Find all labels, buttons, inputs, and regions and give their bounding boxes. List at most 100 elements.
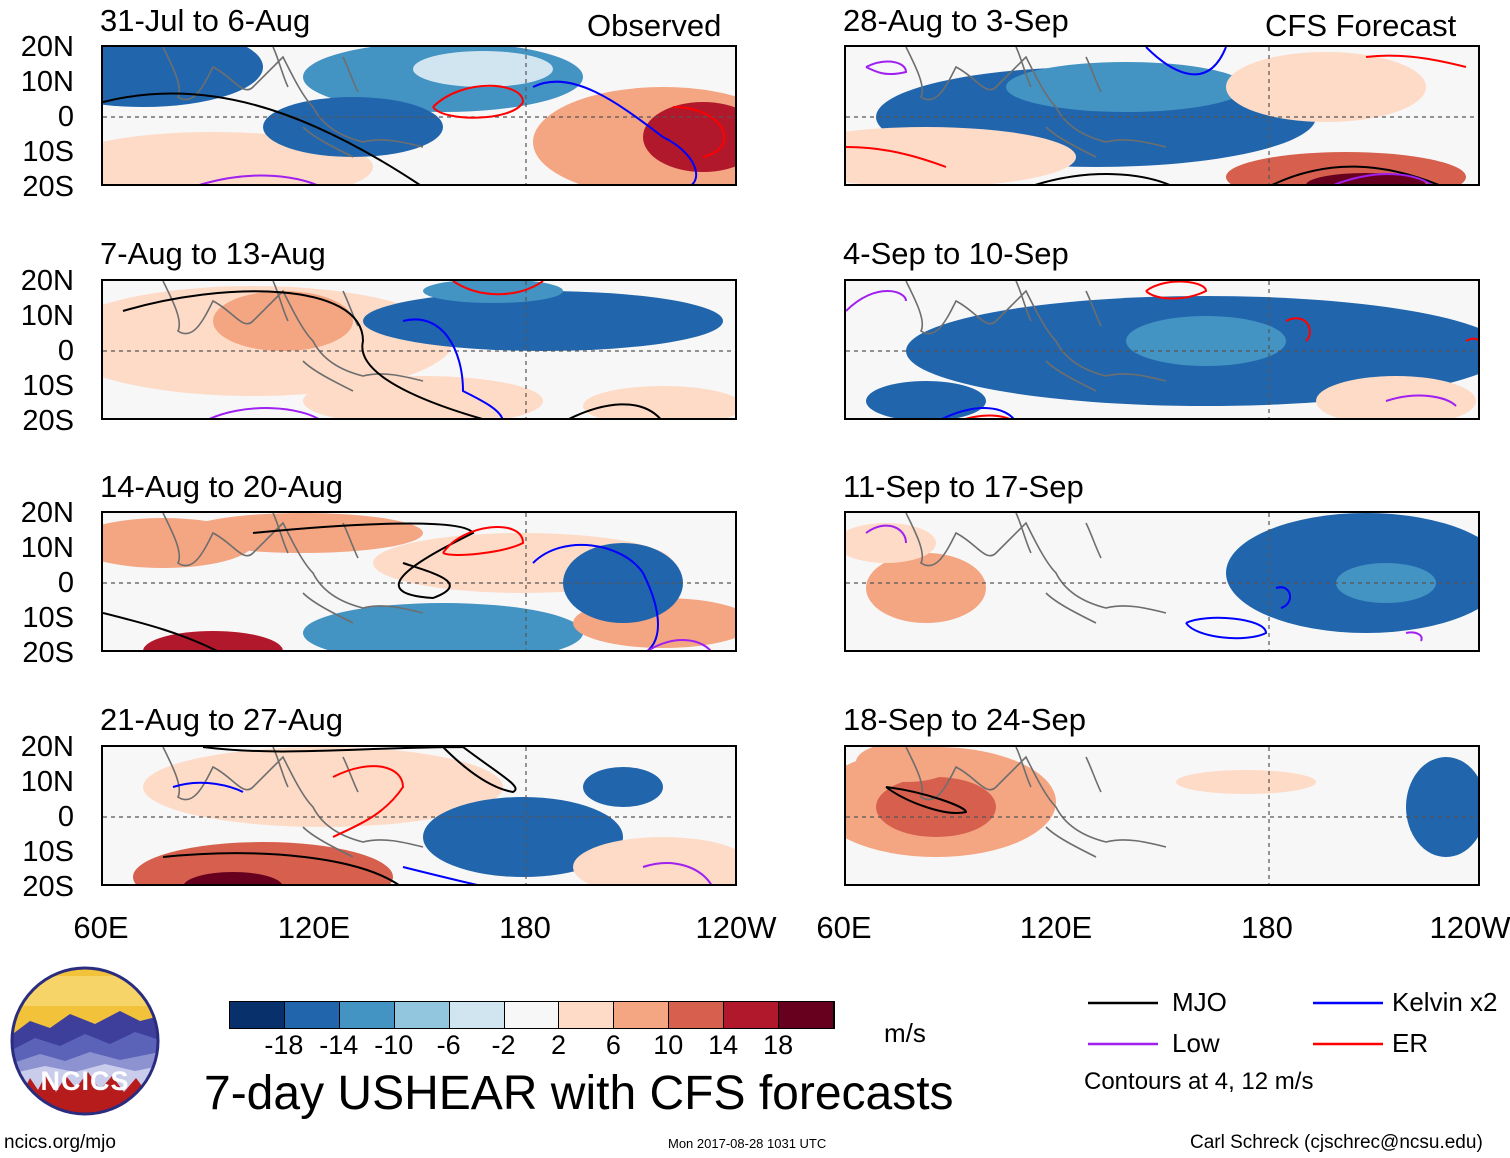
lat-label: 0 — [57, 335, 74, 367]
coastline — [162, 513, 424, 624]
obs-panel-1-title: 31-Jul to 6-Aug — [100, 3, 311, 38]
shear-shading — [846, 523, 936, 563]
low-contour — [1405, 631, 1423, 642]
shear-shading — [1316, 376, 1476, 418]
coastline — [905, 513, 1167, 624]
obs-panel-2-title: 7-Aug to 13-Aug — [100, 236, 326, 271]
forecast-map-panel-3 — [844, 511, 1480, 652]
fcst-panel-3-title: 11-Sep to 17-Sep — [843, 469, 1084, 504]
lat-label: 20N — [20, 31, 74, 63]
colorbar-tick-label: -14 — [319, 1030, 359, 1060]
lat-label: 10N — [20, 766, 74, 798]
shear-shading — [133, 842, 393, 884]
obs-panel-3-title: 14-Aug to 20-Aug — [100, 469, 344, 504]
colorbar-swatch — [669, 1002, 725, 1028]
er-contour — [846, 146, 947, 168]
low-contour — [1385, 394, 1457, 407]
shear-shading — [183, 513, 423, 553]
low-contour — [865, 524, 907, 544]
coastline — [905, 281, 1167, 392]
colorbar — [229, 1001, 835, 1029]
ncics-logo: NCICS — [10, 966, 160, 1116]
shear-shading — [1176, 770, 1316, 794]
forecast-map-panel-1 — [844, 45, 1480, 186]
shear-shading — [1406, 757, 1478, 857]
legend-line-mjo — [1088, 1001, 1158, 1005]
coastline — [905, 747, 1167, 858]
colorbar-tick-label: -10 — [374, 1030, 414, 1060]
footer-author: Carl Schreck (cjschrec@ncsu.edu) — [1190, 1132, 1483, 1153]
kelvin-contour — [532, 543, 659, 650]
low-contour — [642, 862, 712, 884]
shear-shading — [846, 127, 1076, 184]
low-contour — [846, 290, 907, 312]
legend-line-er — [1313, 1042, 1383, 1046]
footer-website[interactable]: ncics.org/mjo — [4, 1132, 116, 1153]
map-svg — [846, 747, 1478, 884]
colorbar-tick-label: 6 — [605, 1030, 621, 1060]
coastline — [162, 281, 424, 392]
colorbar-tick-label: 14 — [708, 1030, 739, 1060]
forecast-map-panel-4 — [844, 745, 1480, 886]
lat-label: 20S — [22, 405, 74, 437]
ncics-logo-text: NCICS — [40, 1066, 130, 1096]
colorbar-tick-label: -18 — [264, 1030, 304, 1060]
map-svg — [103, 513, 735, 650]
kelvin-contour — [1145, 47, 1227, 76]
kelvin-contour — [1275, 586, 1291, 609]
shear-shading — [143, 631, 283, 650]
legend-label-low: Low — [1172, 1028, 1220, 1058]
er-contour — [1145, 281, 1208, 300]
er-contour — [432, 84, 525, 119]
obs-panel-4-title: 21-Aug to 27-Aug — [100, 702, 344, 737]
colorbar-swatch — [504, 1002, 560, 1028]
shear-shading — [1006, 62, 1246, 112]
shear-shading — [866, 553, 986, 623]
lat-label: 10S — [22, 836, 74, 868]
legend-label-er: ER — [1392, 1028, 1429, 1058]
lat-label: 10N — [20, 300, 74, 332]
lon-label-60e-right: 60E — [816, 910, 872, 945]
legend-label-mjo: MJO — [1172, 987, 1227, 1017]
kelvin-contour — [1185, 616, 1268, 640]
low-contour — [865, 60, 908, 76]
shear-shading — [263, 97, 443, 157]
observed-map-panel-3 — [101, 511, 737, 652]
map-svg — [103, 47, 735, 184]
lat-label: 0 — [57, 101, 74, 133]
lon-label-120w-left: 120W — [695, 910, 777, 945]
ncics-logo-graphic — [10, 966, 160, 1116]
shear-shading — [856, 747, 956, 782]
colorbar-swatch — [779, 1002, 834, 1028]
kelvin-contour — [402, 866, 478, 884]
legend-line-kelvin — [1313, 1001, 1383, 1005]
mjo-contour — [1035, 173, 1170, 184]
lat-label: 20N — [20, 497, 74, 529]
map-svg — [103, 747, 735, 884]
colorbar-tick-label: -2 — [491, 1030, 516, 1060]
lat-label: 10N — [20, 532, 74, 564]
colorbar-swatch — [559, 1002, 615, 1028]
shear-shading — [303, 603, 583, 650]
low-contour — [199, 174, 317, 184]
coastline — [162, 47, 424, 158]
low-contour — [1333, 173, 1432, 184]
er-contour — [1285, 317, 1311, 342]
mjo-contour — [103, 612, 218, 650]
coastline — [162, 747, 424, 858]
shear-shading — [184, 872, 282, 884]
lat-label: 20S — [22, 171, 74, 203]
mjo-contour — [122, 290, 483, 418]
colorbar-tick-label: 10 — [653, 1030, 684, 1060]
er-contour — [1465, 337, 1478, 342]
mjo-contour — [103, 92, 421, 184]
legend-note: Contours at 4, 12 m/s — [1084, 1068, 1314, 1095]
colorbar-swatch — [449, 1002, 505, 1028]
colorbar-swatch — [724, 1002, 780, 1028]
lat-label: 20S — [22, 637, 74, 669]
shear-shading — [1126, 316, 1286, 366]
map-svg — [846, 513, 1478, 650]
legend-label-kelvin: Kelvin x2 — [1392, 987, 1498, 1017]
colorbar-tick-label: 18 — [763, 1030, 794, 1060]
lat-label: 0 — [57, 567, 74, 599]
